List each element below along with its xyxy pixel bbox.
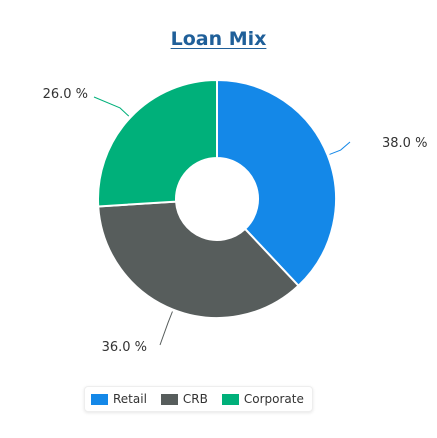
legend-label-corporate: Corporate (243, 392, 304, 406)
legend-item-retail[interactable]: Retail (91, 392, 147, 406)
legend-swatch-retail (91, 393, 108, 405)
slice-retail[interactable] (216, 78, 337, 288)
legend-swatch-crb (160, 393, 178, 405)
chart-title: Loan Mix (170, 28, 267, 50)
data-label-crb: 36.0 % (102, 340, 147, 355)
connector-corporate (93, 96, 130, 117)
donut-chart: 38.0 % 36.0 % 26.0 % (43, 78, 427, 355)
connector-retail (329, 141, 351, 155)
legend-label-crb: CRB (182, 392, 208, 406)
legend-item-corporate[interactable]: Corporate (221, 392, 304, 406)
connector-crb (159, 311, 173, 346)
legend-label-retail: Retail (113, 392, 147, 406)
legend-item-crb[interactable]: CRB (160, 392, 208, 406)
slice-crb[interactable] (97, 200, 300, 319)
chart-legend: Retail CRB Corporate (84, 386, 313, 412)
slice-corporate[interactable] (97, 78, 218, 208)
data-label-retail: 38.0 % (382, 136, 427, 151)
legend-swatch-corporate (221, 393, 239, 405)
data-label-corporate: 26.0 % (43, 87, 88, 102)
